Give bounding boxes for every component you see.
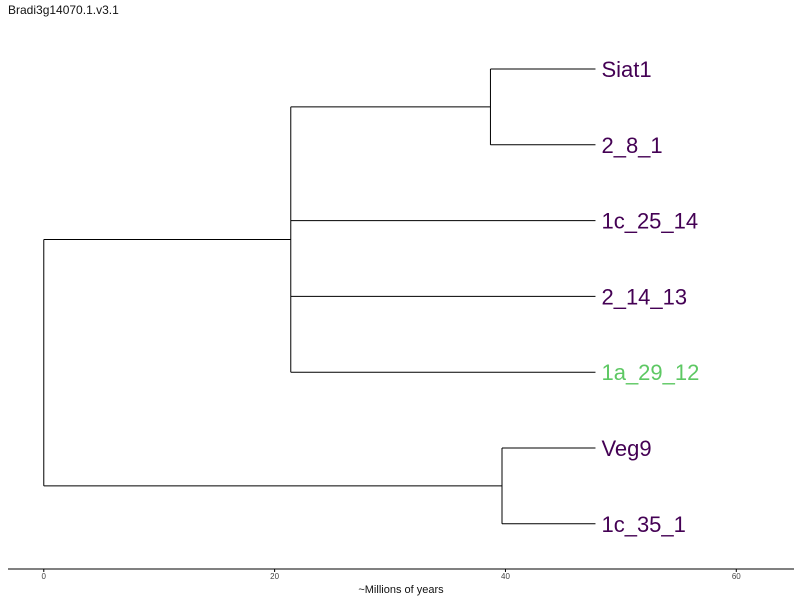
x-tick-label-20: 20	[270, 572, 279, 581]
tip-label-1c-35-1: 1c_35_1	[601, 512, 685, 537]
tip-label-1a-29-12: 1a_29_12	[601, 360, 699, 385]
x-axis-ticks: 0 20 40 60	[42, 569, 741, 581]
x-axis: 0 20 40 60 ~Millions of years	[8, 568, 794, 596]
tip-labels: Siat1 2_8_1 1c_25_14 2_14_13 1a_29_12 Veg9 1c_…	[601, 57, 699, 537]
chart-title: Bradi3g14070.1.v3.1	[8, 3, 119, 17]
tip-label-2-14-13: 2_14_13	[601, 284, 687, 309]
tip-label-veg9: Veg9	[601, 436, 651, 461]
tip-label-1c-25-14: 1c_25_14	[601, 209, 698, 234]
x-axis-title: ~Millions of years	[358, 584, 444, 596]
tip-label-siat1: Siat1	[601, 57, 651, 82]
x-tick-label-40: 40	[501, 572, 510, 581]
x-tick-label-60: 60	[732, 572, 741, 581]
branches	[43, 68, 596, 525]
x-tick-label-0: 0	[42, 572, 47, 581]
tip-label-2-8-1: 2_8_1	[601, 133, 662, 158]
